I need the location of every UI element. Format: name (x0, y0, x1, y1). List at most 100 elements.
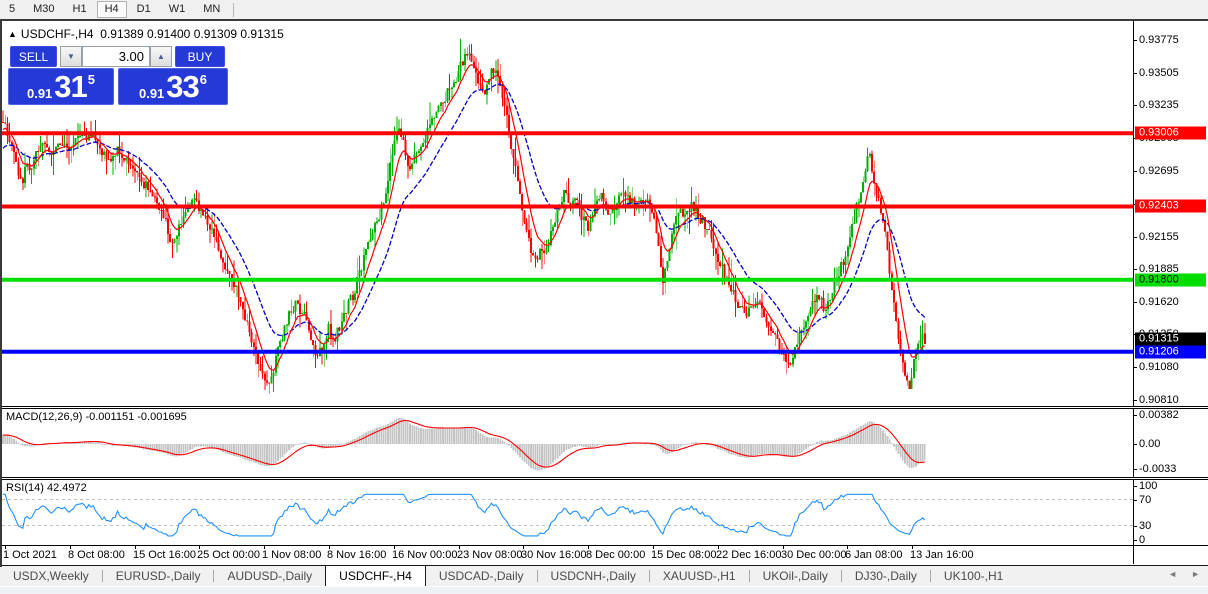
chart-tab-usdcad-[interactable]: USDCAD-,Daily (438, 569, 524, 583)
tab-separator (748, 570, 750, 582)
rsi-plot[interactable] (0, 480, 1208, 545)
price-tick-label: 0.93775 (1139, 34, 1179, 46)
time-tick-label: 8 Oct 08:00 (68, 549, 125, 561)
price-tick-label: 0.93505 (1139, 67, 1179, 79)
price-line-badge: 0.91206 (1135, 345, 1206, 359)
volume-decrease-button[interactable]: ▼ (60, 46, 82, 67)
macd-axis: 0.00382 0.00 -0.0033 (1133, 409, 1208, 477)
timeframe-button-5[interactable]: 5 (9, 3, 16, 15)
price-tick-mark (1134, 40, 1137, 41)
chart-tab-ukoil-[interactable]: UKOil-,Daily (762, 569, 828, 583)
timeframe-button-h4[interactable]: H4 (96, 1, 127, 18)
chart-tab-xauusd-[interactable]: XAUUSD-,H1 (662, 569, 736, 583)
time-tick-mark (718, 546, 719, 549)
price-tick-mark (1134, 171, 1137, 172)
time-tick-mark (135, 546, 136, 549)
price-pane: ▲ USDCHF-,H4 0.91389 0.91400 0.91309 0.91… (0, 21, 1208, 407)
chart-symbol: USDCHF-,H4 (20, 27, 94, 41)
tab-scroll-left-button[interactable]: ◄ (1168, 569, 1178, 579)
chart-tab-audusd-[interactable]: AUDUSD-,Daily (227, 569, 313, 583)
tab-scroll-right-button[interactable]: ► (1191, 569, 1200, 579)
time-tick-mark (329, 546, 330, 549)
buy-price-big: 33 (166, 69, 199, 104)
volume-input[interactable] (82, 46, 150, 67)
price-tick-mark (1134, 73, 1137, 74)
chart-tab-usdx[interactable]: USDX,Weekly (13, 569, 89, 583)
arrow-down-icon: ▼ (67, 52, 75, 61)
tab-separator (213, 570, 215, 582)
time-tick-label: 25 Oct 00:00 (197, 549, 260, 561)
time-tick-label: 8 Nov 16:00 (327, 549, 387, 561)
sell-button[interactable]: SELL (10, 46, 57, 67)
chart-window: ▲ USDCHF-,H4 0.91389 0.91400 0.91309 0.91… (0, 19, 1208, 567)
volume-increase-button[interactable]: ▲ (150, 46, 172, 67)
price-tick-label: 0.92155 (1139, 231, 1179, 243)
price-tick-label: 0.91885 (1139, 263, 1179, 275)
chart-tab-dj30-[interactable]: DJ30-,Daily (854, 569, 917, 583)
tab-separator (840, 570, 842, 582)
price-tick-label: 0.91620 (1139, 296, 1179, 308)
status-strip (0, 586, 1208, 594)
price-tick-mark (1134, 105, 1137, 106)
chart-tab-usdcnh-[interactable]: USDCNH-,Daily (550, 569, 636, 583)
time-tick-mark (523, 546, 524, 549)
one-click-trade-panel: SELL ▼ ▲ BUY 0.91 31 5 0.91 33 6 (8, 46, 228, 127)
chart-tab-bar: USDX,Weekly EURUSD-,Daily AUDUSD-,Daily USD… (0, 565, 1208, 586)
candlestick-plot[interactable] (0, 21, 1208, 406)
buy-price-sup: 6 (199, 72, 208, 87)
price-tick-mark (1134, 269, 1137, 270)
price-tick-mark (1134, 367, 1137, 368)
rsi-label: RSI(14) 42.4972 (6, 482, 87, 494)
time-tick-mark (70, 546, 71, 549)
chart-tab-uk100-[interactable]: UK100-,H1 (943, 569, 1004, 583)
timeframe-button-mn[interactable]: MN (203, 3, 221, 15)
time-tick-label: 30 Dec 00:00 (781, 549, 847, 561)
buy-price-box[interactable]: 0.91 33 6 (118, 68, 228, 105)
macd-tick-label: -0.0033 (1139, 463, 1177, 475)
timeframe-button-m30[interactable]: M30 (33, 3, 55, 15)
time-tick-label: 15 Oct 16:00 (133, 549, 196, 561)
rsi-tick-mark (1134, 526, 1137, 527)
chart-tab-usdchf-[interactable]: USDCHF-,H4 (325, 565, 426, 586)
timeframe-button-w1[interactable]: W1 (168, 3, 186, 15)
price-line-badge: 0.93006 (1135, 126, 1206, 140)
price-line-badge: 0.91800 (1135, 273, 1206, 287)
toolbar-separator (233, 2, 235, 17)
window-border (0, 21, 2, 567)
price-tick-mark (1134, 302, 1137, 303)
macd-plot[interactable] (0, 409, 1208, 477)
macd-label: MACD(12,26,9) -0.001151 -0.001695 (6, 411, 187, 423)
time-tick-mark (5, 546, 6, 549)
time-tick-mark (199, 546, 200, 549)
time-tick-mark (783, 546, 784, 549)
macd-pane: MACD(12,26,9) -0.001151 -0.001695 0.0038… (0, 408, 1208, 478)
chart-tab-eurusd-[interactable]: EURUSD-,Daily (115, 569, 201, 583)
time-tick-label: 16 Nov 00:00 (392, 549, 458, 561)
time-tick-label: 22 Dec 16:00 (716, 549, 782, 561)
price-tick-mark (1134, 400, 1137, 401)
tab-separator (648, 570, 650, 582)
time-tick-label: 6 Jan 08:00 (845, 549, 903, 561)
rsi-tick-mark (1134, 500, 1137, 501)
buy-button[interactable]: BUY (175, 46, 225, 67)
rsi-tick-label: 30 (1139, 520, 1152, 532)
timeframe-toolbar: 5 M30 H1 H4 D1 W1 MN (0, 0, 1208, 19)
price-axis[interactable]: 0.937750.935050.932350.929650.926950.924… (1133, 21, 1208, 406)
timeframe-button-d1[interactable]: D1 (136, 3, 151, 15)
time-tick-mark (459, 546, 460, 549)
chart-title: ▲ USDCHF-,H4 0.91389 0.91400 0.91309 0.91… (8, 27, 284, 41)
chart-expand-icon[interactable]: ▲ (8, 29, 17, 39)
price-tick-mark (1134, 237, 1137, 238)
time-tick-label: 8 Dec 00:00 (586, 549, 646, 561)
time-tick-mark (588, 546, 589, 549)
arrow-up-icon: ▲ (157, 52, 165, 61)
tab-separator (929, 570, 931, 582)
macd-tick-mark (1134, 469, 1137, 470)
rsi-tick-label: 100 (1139, 480, 1158, 492)
time-tick-mark (264, 546, 265, 549)
time-tick-label: 23 Nov 08:00 (457, 549, 523, 561)
time-tick-mark (912, 546, 913, 549)
timeframe-button-h1[interactable]: H1 (72, 3, 87, 15)
time-axis[interactable]: 1 Oct 2021 8 Oct 08:00 15 Oct 16:00 25 Oct … (0, 546, 1208, 564)
sell-price-box[interactable]: 0.91 31 5 (8, 68, 114, 105)
